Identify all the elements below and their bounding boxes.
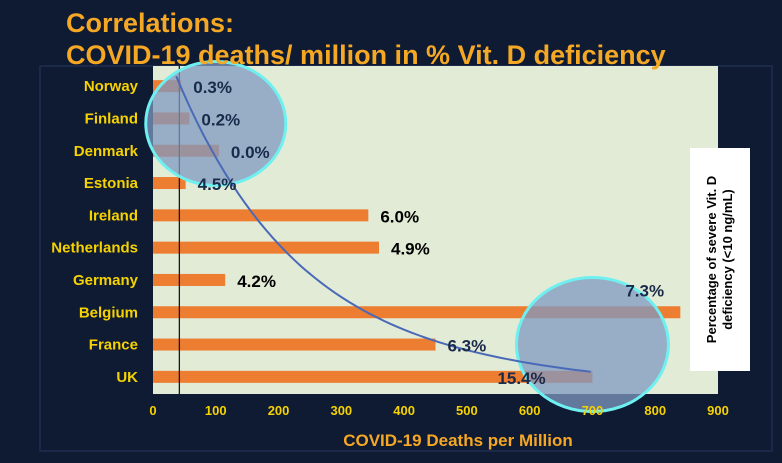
category-label: Belgium bbox=[79, 304, 138, 321]
data-label: 0.2% bbox=[201, 110, 240, 129]
highlight-circle-high bbox=[514, 276, 670, 414]
x-tick-label: 0 bbox=[149, 403, 156, 418]
data-label: 6.0% bbox=[380, 207, 419, 226]
x-tick-label: 300 bbox=[330, 403, 352, 418]
category-label: Ireland bbox=[89, 207, 138, 224]
x-tick-label: 400 bbox=[393, 403, 415, 418]
data-label: 4.9% bbox=[391, 240, 430, 259]
data-label: 4.5% bbox=[198, 175, 237, 194]
bar-germany bbox=[153, 273, 226, 286]
trend-curve bbox=[175, 75, 591, 373]
data-label: 7.3% bbox=[625, 281, 664, 300]
x-tick-label: 200 bbox=[268, 403, 290, 418]
x-tick-label: 700 bbox=[582, 403, 604, 418]
side-label-panel bbox=[690, 148, 750, 371]
data-label: 6.3% bbox=[448, 337, 487, 356]
x-tick-label: 500 bbox=[456, 403, 478, 418]
x-tick-label: 100 bbox=[205, 403, 227, 418]
data-label: 0.3% bbox=[193, 78, 232, 97]
x-tick-label: 600 bbox=[519, 403, 541, 418]
bar-estonia bbox=[153, 177, 186, 190]
category-label: France bbox=[89, 337, 138, 354]
bar-netherlands bbox=[153, 241, 379, 254]
data-label: 0.0% bbox=[231, 143, 270, 162]
highlight-circle-low bbox=[144, 59, 288, 187]
category-label: Estonia bbox=[84, 175, 139, 192]
x-axis-label: COVID-19 Deaths per Million bbox=[343, 431, 573, 450]
bar-uk bbox=[153, 370, 593, 383]
data-label: 15.4% bbox=[497, 369, 545, 388]
category-label: Denmark bbox=[74, 143, 139, 160]
category-label: Netherlands bbox=[51, 240, 138, 257]
category-label: Finland bbox=[85, 110, 138, 127]
x-tick-label: 800 bbox=[644, 403, 666, 418]
bar-france bbox=[153, 338, 436, 351]
category-label: UK bbox=[116, 369, 138, 386]
x-tick-label: 900 bbox=[707, 403, 729, 418]
title-line-1: Correlations: bbox=[66, 8, 235, 38]
side-axis-label: Percentage of severe Vit. D deficiency (… bbox=[704, 175, 735, 344]
category-label: Norway bbox=[84, 78, 139, 95]
bar-ireland bbox=[153, 209, 369, 222]
title-line-2: COVID-19 deaths/ million in % Vit. D def… bbox=[66, 40, 666, 70]
category-label: Germany bbox=[73, 272, 139, 289]
data-label: 4.2% bbox=[237, 272, 276, 291]
